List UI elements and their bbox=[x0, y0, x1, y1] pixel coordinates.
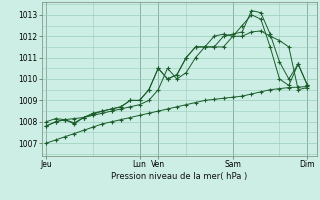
X-axis label: Pression niveau de la mer( hPa ): Pression niveau de la mer( hPa ) bbox=[111, 172, 247, 181]
